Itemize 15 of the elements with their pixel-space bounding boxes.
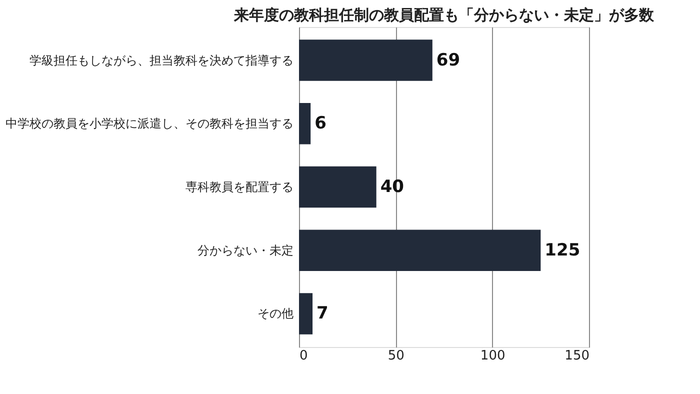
x-tick-label: 100	[480, 348, 506, 364]
x-tick-label: 50	[388, 348, 404, 364]
data-label: 40	[380, 177, 404, 197]
y-tick-label: 専科教員を配置する	[186, 180, 294, 194]
chart-title: 来年度の教科担任制の教員配置も「分からない・未定」が多数	[233, 6, 655, 24]
y-tick-label: 学級担任もしながら、担当教科を決めて指導する	[30, 53, 294, 68]
x-tick-label: 150	[564, 348, 590, 364]
data-label: 7	[316, 304, 328, 324]
x-tick-label: 0	[300, 348, 308, 364]
y-tick-label: 分からない・未定	[198, 243, 294, 258]
y-tick-label: 中学校の教員を小学校に派遣し、その教科を担当する	[6, 116, 294, 131]
data-label: 125	[544, 240, 580, 260]
data-label: 69	[436, 50, 460, 70]
y-tick-label: その他	[258, 306, 294, 321]
data-label: 6	[314, 114, 326, 134]
